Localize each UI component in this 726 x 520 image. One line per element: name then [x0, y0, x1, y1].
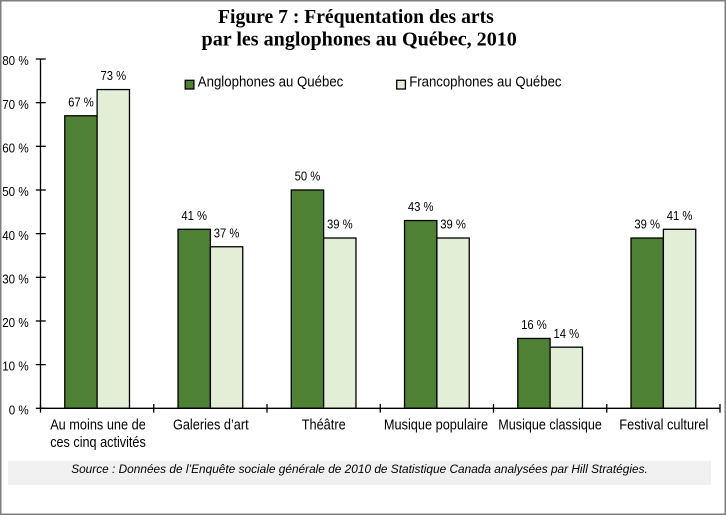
- svg-text:Francophones au Québec: Francophones au Québec: [409, 74, 561, 90]
- svg-text:Musique populaire: Musique populaire: [384, 418, 488, 434]
- svg-text:10 %: 10 %: [2, 360, 29, 374]
- svg-text:0 %: 0 %: [9, 403, 29, 417]
- svg-text:par les anglophones au Québec,: par les anglophones au Québec, 2010: [202, 29, 517, 51]
- svg-text:20 %: 20 %: [2, 316, 29, 330]
- svg-text:39 %: 39 %: [440, 218, 466, 232]
- svg-text:41 %: 41 %: [667, 209, 693, 223]
- svg-text:73 %: 73 %: [100, 69, 126, 83]
- svg-text:67 %: 67 %: [68, 95, 94, 109]
- svg-text:37 %: 37 %: [214, 226, 240, 240]
- svg-text:Galeries d’art: Galeries d’art: [173, 418, 249, 434]
- svg-text:16 %: 16 %: [521, 318, 547, 332]
- svg-text:Festival culturel: Festival culturel: [619, 418, 708, 434]
- svg-text:ces cinq activités: ces cinq activités: [50, 435, 146, 451]
- svg-text:Figure 7 : Fréquentation des a: Figure 7 : Fréquentation des arts: [218, 6, 494, 28]
- svg-text:Musique classique: Musique classique: [498, 418, 602, 434]
- svg-text:60 %: 60 %: [2, 141, 29, 155]
- svg-text:Théâtre: Théâtre: [302, 418, 346, 434]
- svg-text:39 %: 39 %: [634, 218, 660, 232]
- svg-text:Source : Données de l’Enquête: Source : Données de l’Enquête sociale gé…: [71, 462, 648, 476]
- svg-text:43 %: 43 %: [408, 200, 434, 214]
- svg-text:50 %: 50 %: [295, 170, 321, 184]
- svg-text:70 %: 70 %: [2, 98, 29, 112]
- svg-text:40 %: 40 %: [2, 229, 29, 243]
- svg-text:Anglophones au Québec: Anglophones au Québec: [198, 74, 343, 90]
- svg-text:80 %: 80 %: [2, 54, 29, 68]
- svg-text:39 %: 39 %: [327, 218, 353, 232]
- svg-text:41 %: 41 %: [181, 209, 207, 223]
- svg-text:Au moins une de: Au moins une de: [50, 418, 146, 434]
- svg-text:14 %: 14 %: [553, 327, 579, 341]
- svg-text:50 %: 50 %: [2, 185, 29, 199]
- svg-text:30 %: 30 %: [2, 272, 29, 286]
